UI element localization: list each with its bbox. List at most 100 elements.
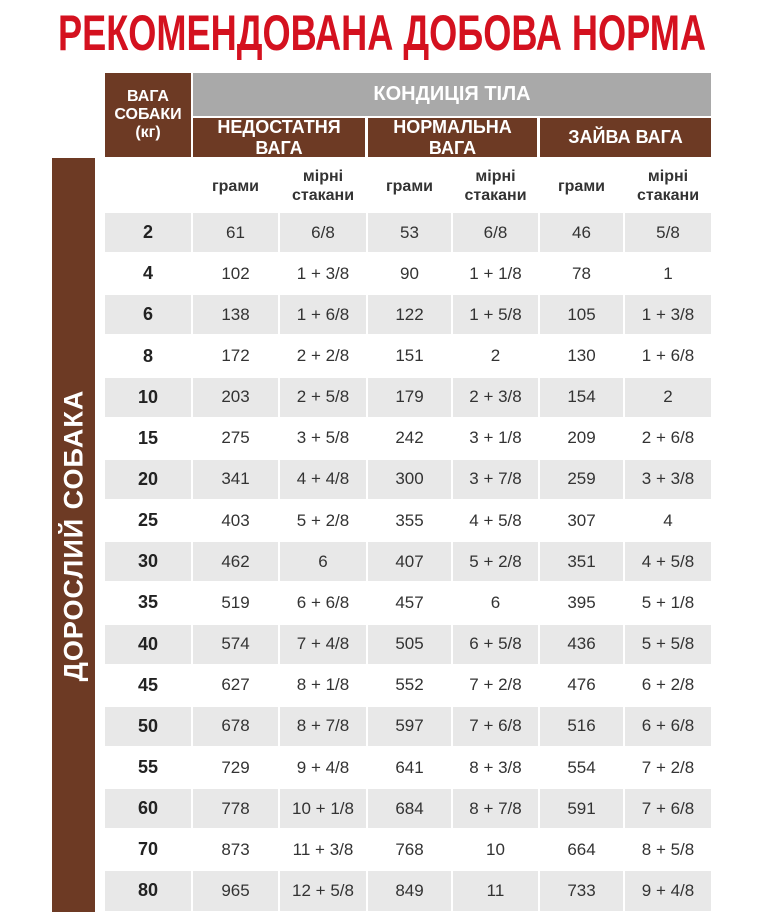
title: РЕКОМЕНДОВАНА ДОБОВА НОРМА (58, 5, 706, 61)
value-cell: 172 (221, 346, 250, 365)
weight-cell: 40 (105, 624, 191, 664)
value-cell: 768 (395, 839, 424, 859)
weight-cell: 35 (137, 592, 159, 613)
value-cell: 407 (368, 542, 451, 582)
value-cell: 1 (663, 263, 673, 283)
value-cell: 242 (395, 428, 424, 448)
value-cell: 1 + 3/8 (296, 263, 350, 283)
weight-header: ВАГА СОБАКИ (кг) (105, 73, 191, 157)
value-cell: 351 (540, 542, 623, 582)
value-cell: 5 + 1/8 (641, 592, 695, 612)
weight-cell: 45 (137, 674, 159, 695)
value-cell: 641 (395, 757, 424, 777)
value-cell: 138 (193, 295, 278, 335)
value-cell: 259 (540, 459, 623, 500)
value-cell: 574 (193, 624, 278, 664)
value-cell: 2 (625, 377, 711, 417)
value-cell: 476 (567, 675, 596, 695)
weight-cell: 10 (105, 377, 191, 417)
value-cell: 664 (567, 839, 596, 859)
value-cell: 6 + 6/8 (296, 592, 350, 612)
title-area: РЕКОМЕНДОВАНА ДОБОВА НОРМА (58, 5, 706, 61)
weight-cell: 8 (142, 345, 153, 366)
value-cell: 7 + 4/8 (280, 624, 366, 664)
value-cell: 130 (567, 346, 596, 365)
value-cell: 5 + 2/8 (296, 510, 350, 530)
weight-cell: 2 (105, 213, 191, 253)
value-cell: 591 (540, 789, 623, 829)
value-cell: 2 + 3/8 (453, 377, 538, 417)
value-cell: 6 (490, 592, 501, 612)
value-cell: 53 (368, 213, 451, 253)
value-cell: 2 (490, 346, 501, 365)
value-cell: 554 (567, 757, 596, 777)
value-cell: 7 + 2/8 (641, 757, 695, 777)
value-cell: 154 (540, 377, 623, 417)
value-cell: 355 (395, 510, 424, 530)
weight-cell: 80 (105, 871, 191, 911)
side-bar: ДОРОСЛИЙ СОБАКА (52, 158, 95, 912)
weight-cell: 70 (137, 839, 159, 860)
weight-cell: 55 (137, 757, 159, 777)
value-cell: 9 + 4/8 (296, 757, 350, 777)
value-cell: 457 (395, 592, 424, 612)
value-cell: 8 + 3/8 (469, 757, 522, 777)
value-cell: 873 (221, 839, 250, 859)
value-cell: 203 (193, 377, 278, 417)
value-cell: 403 (221, 510, 250, 530)
value-cell: 2 + 6/8 (641, 428, 695, 448)
value-cell: 729 (221, 757, 250, 777)
value-cell: 4 + 4/8 (280, 459, 366, 500)
side-label: ДОРОСЛИЙ СОБАКА (58, 389, 89, 681)
group-header: НЕДОСТАТНЯ ВАГА (193, 117, 365, 158)
value-cell: 849 (368, 871, 451, 911)
weight-cell: 60 (105, 789, 191, 829)
value-cell: 3 + 1/8 (469, 428, 522, 448)
value-cell: 1 + 1/8 (469, 263, 522, 283)
subheader: мірні стакани (464, 168, 527, 204)
value-cell: 7 + 6/8 (453, 706, 538, 746)
value-cell: 300 (368, 459, 451, 500)
value-cell: 11 (453, 871, 538, 911)
weight-cell: 15 (137, 427, 159, 448)
value-cell: 3 + 7/8 (453, 459, 538, 500)
value-cell: 10 (486, 839, 505, 859)
weight-cell: 4 (142, 263, 153, 284)
weight-cell: 30 (105, 542, 191, 582)
value-cell: 778 (193, 789, 278, 829)
value-cell: 733 (540, 871, 623, 911)
value-cell: 6 + 2/8 (641, 675, 695, 695)
condition-header: КОНДИЦІЯ ТІЛА (193, 73, 711, 116)
value-cell: 1 + 6/8 (280, 295, 366, 335)
value-cell: 11 + 3/8 (292, 839, 354, 859)
value-cell: 519 (221, 592, 250, 612)
value-cell: 6 + 6/8 (625, 706, 711, 746)
subheader: грами (385, 177, 433, 195)
value-cell: 965 (193, 871, 278, 911)
group-header: ЗАЙВА ВАГА (540, 118, 711, 157)
value-cell: 3 + 5/8 (296, 428, 350, 448)
value-cell: 105 (540, 295, 623, 335)
value-cell: 8 + 7/8 (280, 706, 366, 746)
value-cell: 9 + 4/8 (625, 871, 711, 911)
value-cell: 12 + 5/8 (280, 871, 366, 911)
value-cell: 678 (193, 706, 278, 746)
value-cell: 436 (540, 624, 623, 664)
value-cell: 6 (280, 542, 366, 582)
subheader: мірні стакани (291, 168, 355, 204)
weight-cell: 25 (137, 510, 159, 531)
value-cell: 7 + 2/8 (469, 675, 522, 695)
group-header: НОРМАЛЬНА ВАГА (368, 117, 537, 158)
value-cell: 61 (193, 213, 278, 253)
value-cell: 10 + 1/8 (280, 789, 366, 829)
value-cell: 597 (368, 706, 451, 746)
value-cell: 462 (193, 542, 278, 582)
value-cell: 552 (395, 675, 424, 695)
value-cell: 341 (193, 459, 278, 500)
weight-cell: 6 (105, 295, 191, 335)
value-cell: 684 (368, 789, 451, 829)
value-cell: 3 + 3/8 (625, 459, 711, 500)
value-cell: 90 (400, 263, 419, 283)
value-cell: 2 + 2/8 (296, 346, 350, 365)
